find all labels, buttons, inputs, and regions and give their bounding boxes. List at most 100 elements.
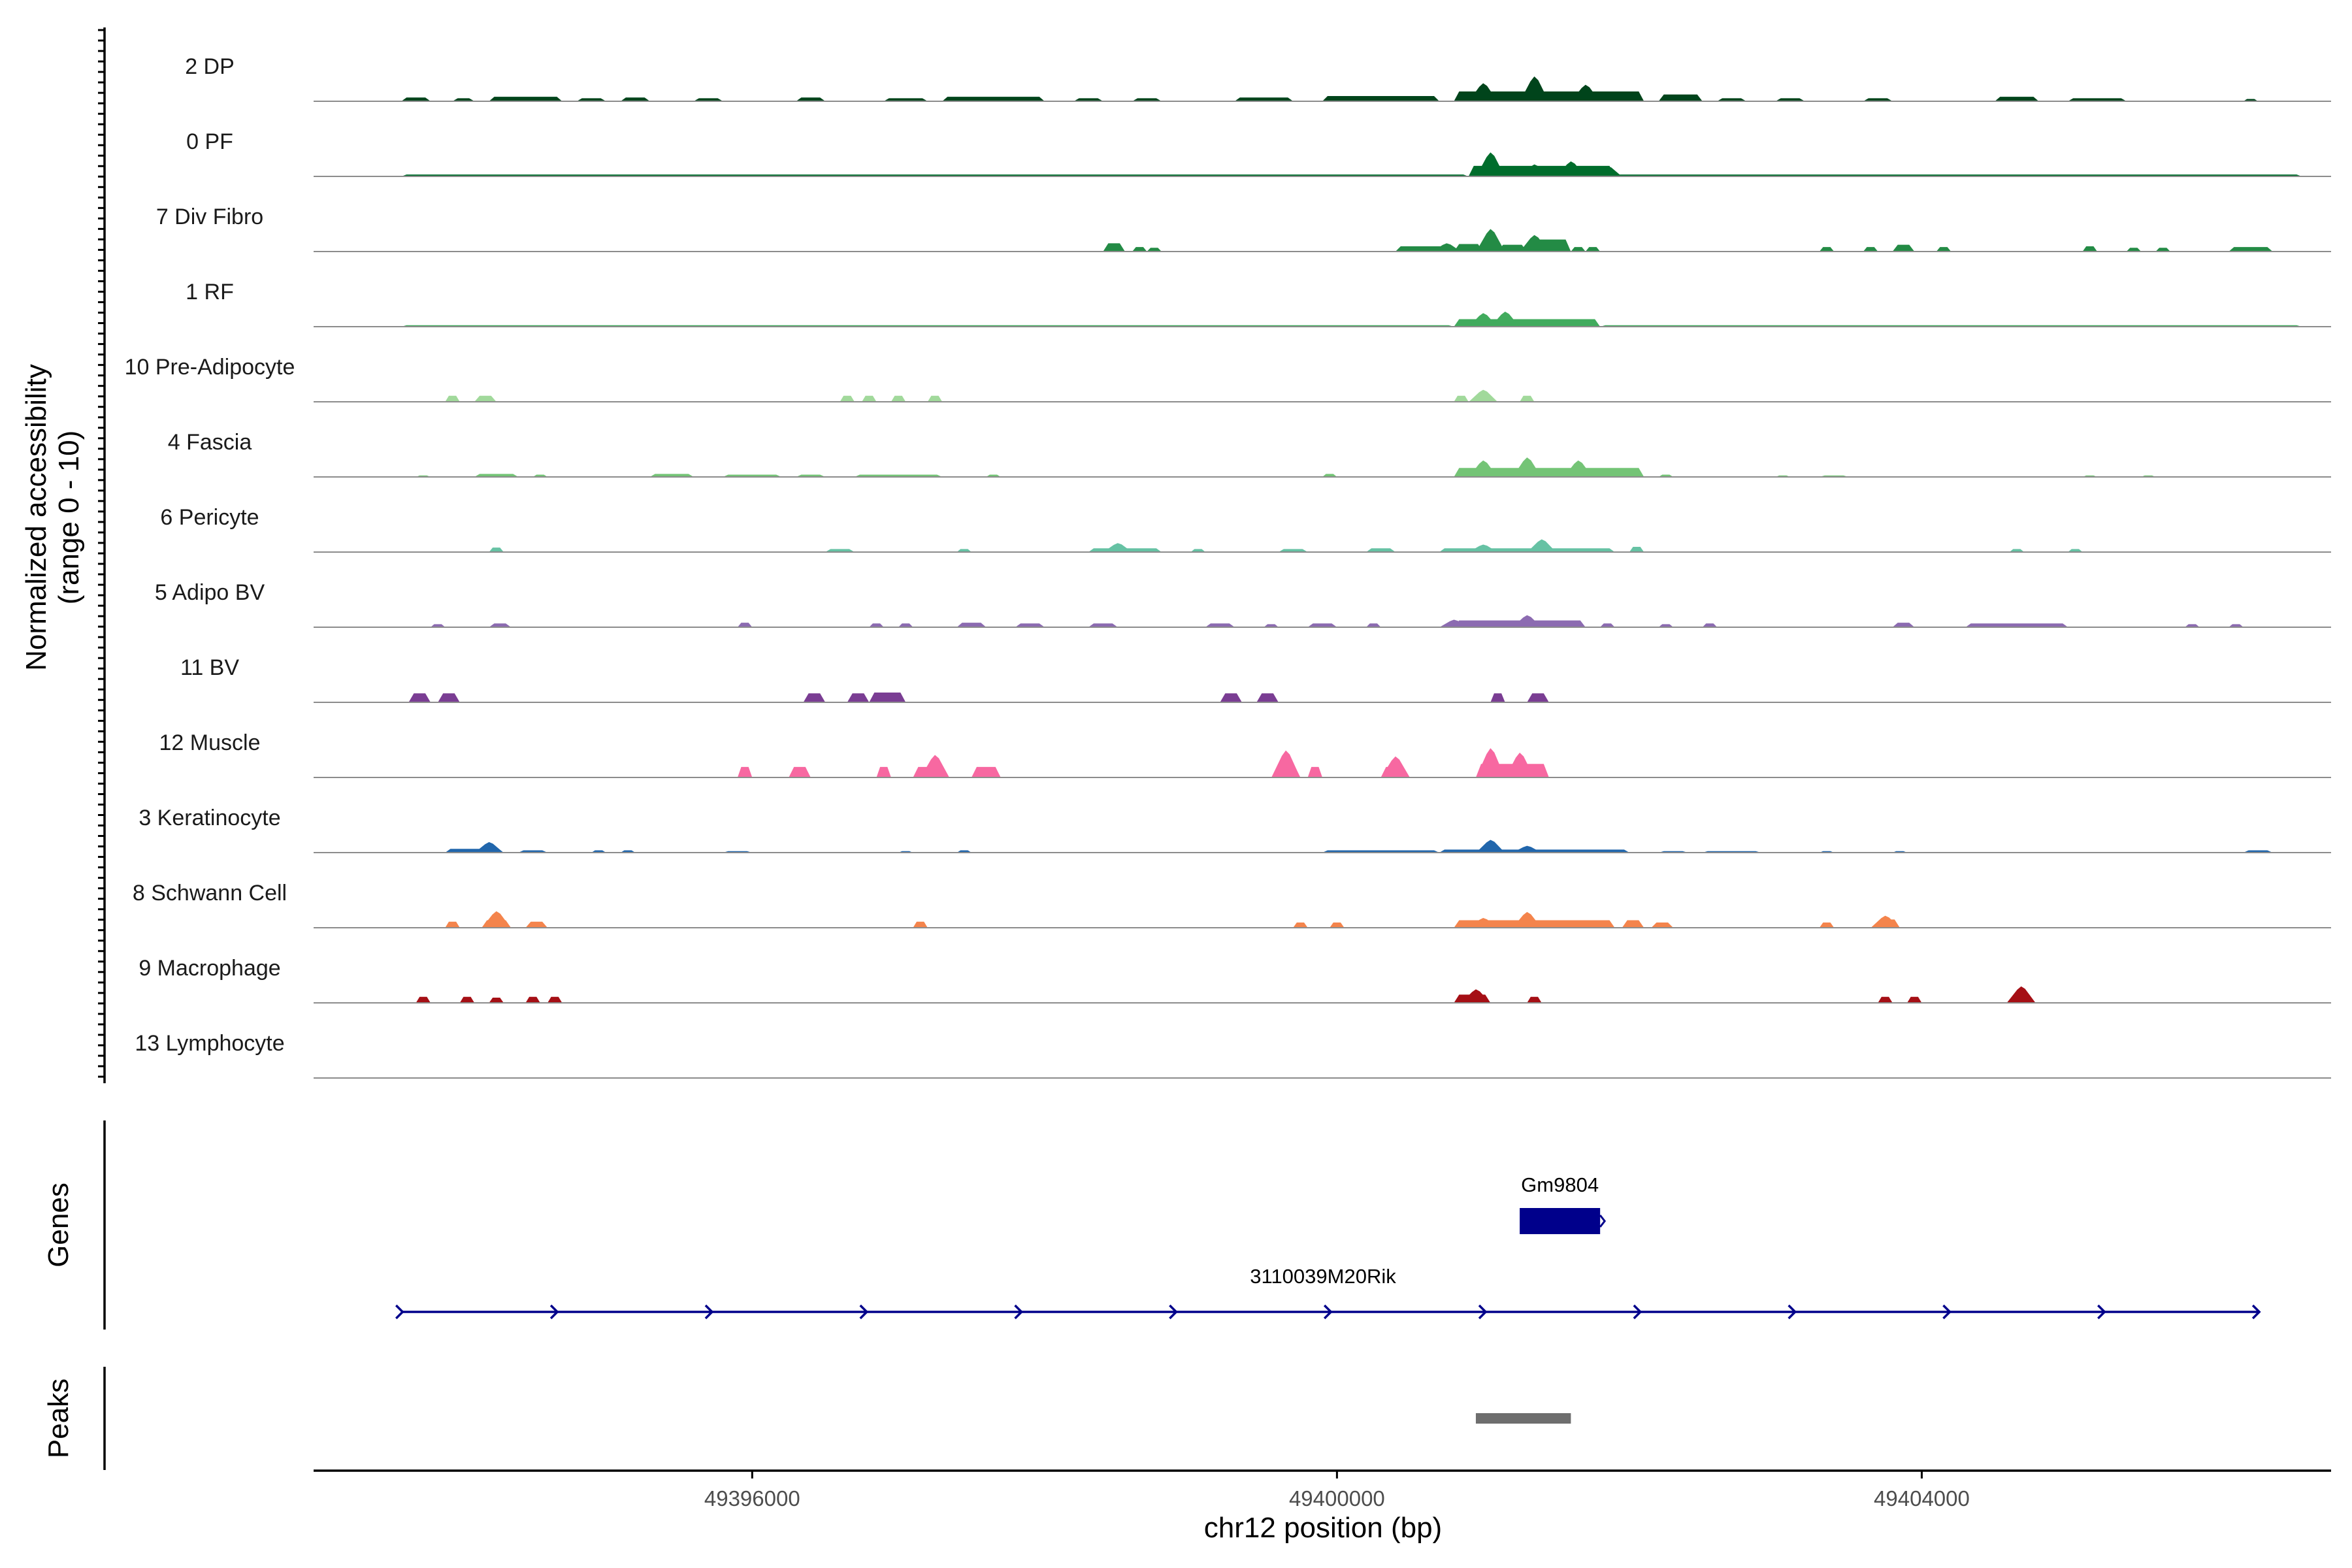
signal-peak xyxy=(1469,544,1498,552)
gene-strand-arrow xyxy=(1323,1304,1333,1320)
signal-peak xyxy=(482,911,511,928)
x-axis-ticks: 49396000 49400000 49404000 xyxy=(704,1471,1970,1511)
x-axis-title: chr12 position (bp) xyxy=(1204,1512,1442,1544)
gene-strand-arrow xyxy=(1478,1304,1488,1320)
signal-block xyxy=(1234,97,1294,101)
signal-peak xyxy=(1556,161,1586,176)
signal-block xyxy=(1600,623,1615,627)
y-axis-title-line-1: Normalized accessibility xyxy=(20,364,52,670)
peak-region-bar xyxy=(1475,1413,1571,1424)
signal-block xyxy=(489,547,504,552)
signal-peak xyxy=(1476,748,1505,777)
signal-block xyxy=(1322,95,1440,101)
signal-peak xyxy=(1271,750,1301,777)
signal-block xyxy=(1717,98,1746,101)
y-axis-title: Normalized accessibility (range 0 - 10) xyxy=(20,364,85,670)
signal-block xyxy=(474,474,519,477)
signal-block xyxy=(1863,247,1878,252)
signal-block xyxy=(2068,549,2083,552)
signal-block xyxy=(869,693,906,702)
track-label: 10 Pre-Adipocyte xyxy=(125,355,295,380)
gene-strand-arrow xyxy=(1633,1304,1642,1320)
signal-block xyxy=(1622,920,1644,928)
signal-block xyxy=(1307,623,1337,627)
coverage-y-axis-ticks xyxy=(98,29,105,1078)
signal-block xyxy=(869,623,884,627)
track-label: 3 Keratinocyte xyxy=(139,806,280,830)
track-3-keratinocyte: 3 Keratinocyte xyxy=(139,806,2331,853)
peaks-panel-title: Peaks xyxy=(42,1379,74,1458)
signal-block xyxy=(2229,247,2273,252)
signal-peak xyxy=(921,755,950,777)
signal-block xyxy=(1088,623,1118,627)
track-4-fascia: 4 Fascia xyxy=(168,430,2331,478)
signal-block xyxy=(1965,623,2068,627)
signal-block xyxy=(489,97,563,101)
signal-block xyxy=(971,766,1001,777)
signal-block xyxy=(576,98,606,101)
signal-peak xyxy=(2006,986,2036,1003)
signal-block xyxy=(2126,248,2142,252)
signal-peak xyxy=(1512,845,1542,853)
signal-peak xyxy=(1476,840,1505,853)
signal-peak xyxy=(1870,915,1900,928)
signal-block xyxy=(1892,244,1915,252)
track-0-pf: 0 PF xyxy=(186,129,2331,177)
gene-strand-arrow xyxy=(1014,1304,1024,1320)
signal-block xyxy=(1497,244,1527,252)
signal-peak xyxy=(1563,460,1593,477)
signal-block xyxy=(1147,248,1162,252)
signal-block xyxy=(1520,395,1535,402)
signal-peak xyxy=(1469,389,1498,402)
signal-peak xyxy=(1469,460,1498,477)
track-9-macrophage: 9 Macrophage xyxy=(139,956,2331,1004)
gene-strand-arrow xyxy=(859,1304,869,1320)
signal-block xyxy=(825,549,855,552)
signal-block xyxy=(445,395,460,402)
track-label: 4 Fascia xyxy=(168,430,252,455)
track-label: 13 Lymphocyte xyxy=(135,1031,284,1056)
track-label: 5 Adipo BV xyxy=(155,580,265,605)
signal-block xyxy=(898,623,913,627)
genes-panel-title: Genes xyxy=(42,1183,74,1267)
signal-block xyxy=(1571,247,1586,252)
gene-label: Gm9804 xyxy=(1521,1173,1599,1196)
signal-block xyxy=(2009,549,2025,552)
signal-block xyxy=(1190,549,1205,552)
gene-exon-block xyxy=(1520,1208,1601,1234)
signal-block xyxy=(1863,98,1893,101)
signal-block xyxy=(737,766,753,777)
track-1-rf: 1 RF xyxy=(186,280,2331,327)
signal-block xyxy=(1585,247,1601,252)
signal-block xyxy=(1256,693,1279,702)
signal-block xyxy=(862,395,877,402)
signal-peak xyxy=(1520,164,1549,176)
signal-peak xyxy=(1490,312,1520,327)
signal-block xyxy=(431,624,446,627)
signal-peak xyxy=(1512,457,1542,477)
signal-block xyxy=(927,395,943,402)
peak-features xyxy=(1475,1413,1571,1424)
signal-block xyxy=(1015,623,1045,627)
signal-block xyxy=(620,97,650,101)
signal-block xyxy=(1775,98,1805,101)
signal-block xyxy=(2082,246,2097,252)
track-7-div-fibro: 7 Div Fibro xyxy=(156,204,2331,252)
signal-block xyxy=(1205,623,1235,627)
signal-peak xyxy=(1542,319,1571,327)
signal-block xyxy=(1103,243,1125,252)
signal-block xyxy=(876,766,891,777)
signal-peak xyxy=(1461,989,1490,1003)
gene-strand-arrow xyxy=(704,1304,714,1320)
signal-block xyxy=(547,996,563,1003)
signal-peak xyxy=(1512,911,1542,928)
signal-peak xyxy=(1520,235,1549,252)
track-13-lymphocyte: 13 Lymphocyte xyxy=(135,1031,2331,1079)
gene-label: 3110039M20Rik xyxy=(1250,1265,1396,1288)
gene-strand-arrow xyxy=(1788,1304,1797,1320)
track-label: 0 PF xyxy=(186,129,233,154)
signal-block xyxy=(1995,97,2039,101)
signal-block xyxy=(956,623,987,627)
signal-peak xyxy=(1476,152,1505,176)
track-label: 11 BV xyxy=(180,655,239,680)
